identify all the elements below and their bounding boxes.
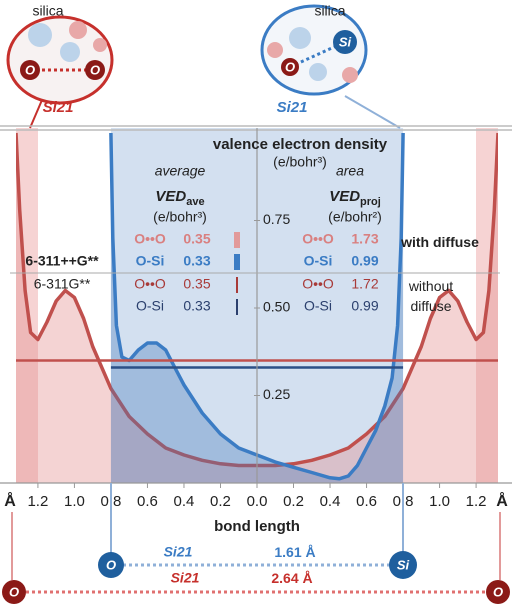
x-unit: Å — [496, 491, 508, 510]
row-label: O••O — [134, 231, 166, 247]
atom-label: O — [25, 62, 35, 77]
inset-frame — [6, 15, 114, 105]
x-tick-label: 0.4 — [174, 493, 195, 510]
atom — [486, 580, 510, 604]
chart-title: valence electron density — [213, 136, 388, 153]
column-symbol: VEDproj — [329, 188, 381, 208]
diffuse-note: with diffuse — [401, 234, 479, 250]
x-tick-label: 0.0 — [247, 493, 268, 510]
bond-length: 1.61 Å — [274, 544, 315, 560]
area-value: 0.99 — [351, 298, 378, 314]
atom-deco — [69, 21, 87, 39]
x-tick-label: 1.2 — [466, 493, 487, 510]
atom-deco — [309, 63, 327, 81]
atom-deco — [93, 38, 107, 52]
y-tick-label: 0.75 — [263, 211, 290, 227]
x-tick-label: 1.0 — [429, 493, 450, 510]
average-value: 0.33 — [183, 298, 210, 314]
atom — [2, 580, 26, 604]
x-tick-label: 1.0 — [64, 493, 85, 510]
connector — [344, 95, 401, 129]
atom-label: O — [493, 584, 503, 599]
row-label: O-Si — [136, 253, 165, 269]
x-tick-label: 0.6 — [356, 493, 377, 510]
y-tick-label: 0.50 — [263, 299, 290, 315]
basis-label: 6-311G** — [34, 276, 91, 292]
atom-deco — [289, 27, 311, 49]
atom — [333, 30, 357, 54]
row-label: O-Si — [136, 298, 164, 314]
legend-swatch — [234, 232, 240, 248]
distance: 2.64 — [271, 570, 298, 586]
symbol-sub: ave — [186, 196, 204, 208]
atom — [389, 551, 417, 579]
average-value: 0.35 — [183, 231, 210, 247]
inset-caption: silica — [314, 3, 345, 19]
atom-deco — [28, 23, 52, 47]
atom-deco — [267, 42, 283, 58]
distance-unit: Å — [303, 570, 313, 586]
column-unit: (e/bohr²) — [328, 209, 382, 225]
atom-label: O — [9, 584, 19, 599]
column-unit: (e/bohr³) — [153, 209, 207, 225]
atom-label: Si — [397, 557, 410, 572]
symbol-main: VED — [329, 188, 360, 205]
connector — [29, 99, 43, 129]
area-value: 1.72 — [351, 276, 378, 292]
area-fill — [16, 133, 498, 483]
atom-label: O — [106, 557, 116, 572]
atom-deco — [342, 67, 358, 83]
atom — [85, 60, 105, 80]
column-header: area — [336, 163, 364, 179]
area-value: 1.73 — [351, 231, 378, 247]
y-unit: (e/bohr³) — [273, 154, 327, 170]
distance: 1.61 — [274, 544, 301, 560]
atom-label: Si — [339, 34, 352, 49]
row-label: O-Si — [304, 253, 333, 269]
legend-swatch — [236, 277, 238, 293]
column-header: average — [155, 163, 206, 179]
x-unit: Å — [4, 491, 16, 510]
atom — [281, 58, 299, 76]
atom-label: O — [285, 59, 295, 74]
inset-caption: silica — [32, 3, 63, 19]
basis-label: 6-311++G** — [25, 253, 99, 269]
area-fill — [110, 133, 404, 483]
legend-swatch — [234, 254, 240, 270]
area-value: 0.99 — [351, 253, 378, 269]
x-tick-label: 1.2 — [27, 493, 48, 510]
x-axis-label: bond length — [214, 518, 300, 535]
x-tick-label: 0.4 — [320, 493, 341, 510]
distance-unit: Å — [306, 544, 316, 560]
inset-label: Si21 — [277, 99, 308, 116]
column-symbol: VEDave — [155, 188, 204, 208]
average-value: 0.35 — [183, 276, 210, 292]
row-label: O••O — [302, 231, 334, 247]
inset-label: Si21 — [43, 99, 74, 116]
row-label: O••O — [302, 276, 334, 292]
structure-label: Si21 — [171, 570, 200, 586]
atom — [98, 552, 124, 578]
x-tick-label: 0.6 — [137, 493, 158, 510]
symbol-sub: proj — [360, 196, 381, 208]
atom-label: O — [90, 62, 100, 77]
row-label: O••O — [134, 276, 166, 292]
row-label: O-Si — [304, 298, 332, 314]
symbol-main: VED — [155, 188, 186, 205]
legend-swatch — [236, 299, 238, 315]
x-tick-label: 0.2 — [210, 493, 231, 510]
atom — [20, 60, 40, 80]
diffuse-note: without diffuse — [408, 278, 454, 314]
x-tick-label: 0.2 — [283, 493, 304, 510]
atom-deco — [60, 42, 80, 62]
bond-length: 2.64 Å — [271, 570, 312, 586]
y-tick-label: 0.25 — [263, 386, 290, 402]
average-value: 0.33 — [183, 253, 210, 269]
structure-label: Si21 — [164, 544, 193, 560]
